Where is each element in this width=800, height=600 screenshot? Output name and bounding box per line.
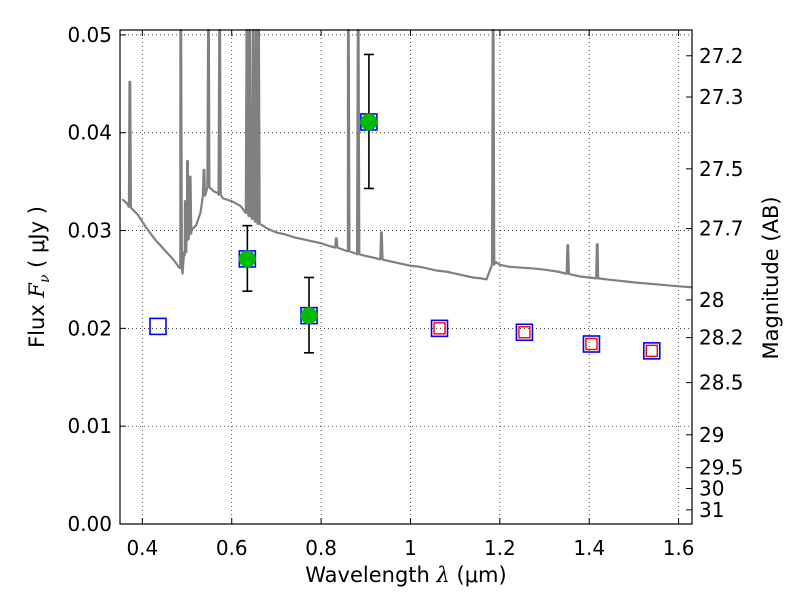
y2-tick-label: 28.5 (699, 371, 744, 395)
x-tick-label: 0.4 (126, 536, 158, 560)
x-tick-label: 1 (404, 536, 417, 560)
grid-lines (120, 30, 692, 525)
model-flux-box (515, 323, 534, 342)
model-flux-box (149, 317, 167, 336)
y2-tick-label: 31 (699, 498, 724, 522)
y-tick-label: 0.03 (67, 219, 112, 243)
y2-tick-label: 27.7 (699, 217, 744, 241)
detected-flux-point (300, 307, 318, 325)
y2-tick-label: 28 (699, 288, 724, 312)
detected-flux-point (238, 250, 256, 268)
x-tick-label: 1.2 (484, 536, 516, 560)
y2-tick-label: 27.5 (699, 157, 744, 181)
x-axis-title: Wavelength λ (μm) (305, 563, 506, 587)
upper-limit-box (518, 326, 531, 339)
photometry-points (149, 53, 661, 360)
x-tick-label: 1.6 (663, 536, 695, 560)
plot-frame (119, 29, 693, 525)
y-tick-label: 0.05 (67, 23, 112, 47)
y2-tick-label: 30 (699, 476, 724, 500)
y2-tick-label: 28.2 (699, 326, 744, 350)
y2-tick-label: 27.3 (699, 85, 744, 109)
y-tick-label: 0.01 (67, 414, 112, 438)
x-tick-label: 1.4 (573, 536, 605, 560)
y2-tick-label: 29 (699, 423, 724, 447)
y2-tick-label: 27.2 (699, 44, 744, 68)
model-flux-box (642, 342, 661, 360)
axis-ticks: 0.4 0.6 0.8 1 1.2 1.4 1.6 0.00 0.01 0.02 0.03 0.04 0… (67, 23, 743, 560)
template-spectrum-line (121, 28, 693, 289)
y-tick-label: 0.04 (67, 121, 112, 145)
model-flux-box (430, 319, 449, 338)
y-tick-label: 0.02 (67, 316, 112, 340)
model-flux-box (582, 335, 601, 353)
template-spectrum (121, 28, 693, 289)
y-axis-title: Flux Fν ( μJy ) (25, 206, 53, 348)
y-tick-label: 0.00 (67, 512, 112, 536)
x-tick-label: 0.8 (305, 536, 337, 560)
y2-axis-title: Magnitude (AB) (759, 196, 783, 359)
upper-limit-box (585, 337, 598, 351)
upper-limit-box (433, 322, 446, 335)
x-tick-label: 0.6 (216, 536, 248, 560)
y2-tick-label: 29.5 (699, 456, 744, 480)
upper-limit-box (645, 344, 658, 358)
detected-flux-point (360, 113, 378, 131)
